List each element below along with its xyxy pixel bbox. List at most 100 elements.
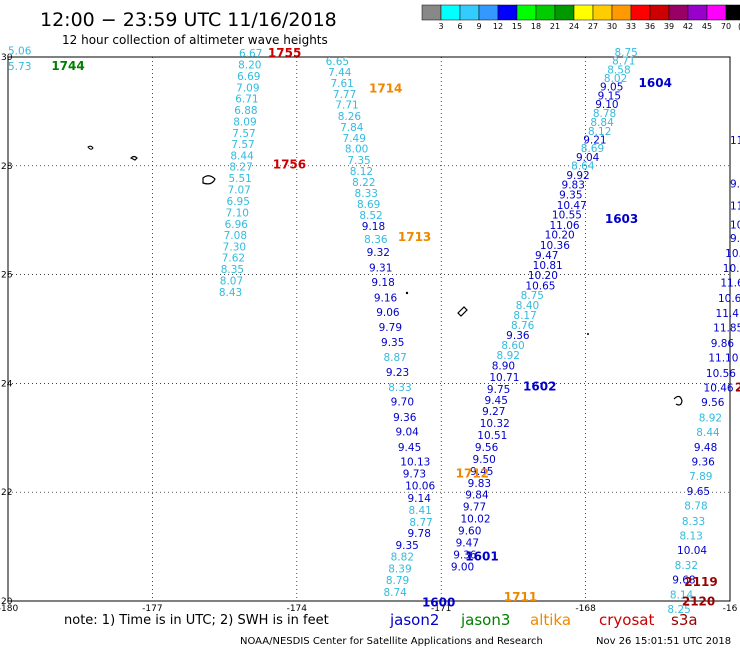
- wave-height-value: 8.69: [357, 199, 380, 211]
- pass-time-label: 1601: [465, 550, 498, 564]
- wave-height-value: 9.05: [600, 82, 623, 94]
- wave-height-value: 9.78: [408, 528, 431, 540]
- wave-height-value: 9.04: [395, 427, 419, 439]
- pass-time-label: 1744: [51, 59, 84, 73]
- wave-height-value: 8.17: [513, 310, 536, 322]
- wave-height-value: 11.06: [550, 220, 580, 232]
- map-subtitle: 12 hour collection of altimeter wave hei…: [62, 33, 328, 47]
- wave-height-value: 8.84: [590, 117, 614, 129]
- latitude-tick-label: 28: [1, 162, 13, 172]
- colorbar-tick-label: 70: [721, 22, 731, 31]
- colorbar-tick-label: 12: [493, 22, 503, 31]
- map-title: 12:00 − 23:59 UTC 11/16/2018: [40, 9, 337, 31]
- wave-height-value: 8.26: [338, 111, 362, 123]
- colorbar-tick-label: 42: [683, 22, 693, 31]
- colorbar-tick-label: 36: [645, 22, 655, 31]
- wave-height-value: 8.25: [667, 604, 690, 616]
- wave-height-value: 8.39: [388, 564, 411, 576]
- wave-height-value: 8.58: [607, 64, 630, 76]
- footer-note: note: 1) Time is in UTC; 2) SWH is in fe…: [64, 613, 329, 628]
- wave-height-value: 9.60: [458, 526, 481, 538]
- colorbar-swatch: [668, 4, 689, 21]
- colorbar-swatch: [535, 4, 556, 21]
- wave-height-value: 6.88: [234, 105, 257, 117]
- wave-height-value: 9.36: [691, 457, 715, 469]
- wave-height-value: 11.85: [713, 323, 740, 335]
- longitude-tick-label: -168: [575, 604, 596, 614]
- colorbar-tick-label: 45: [702, 22, 712, 31]
- wave-height-value: 7.84: [340, 122, 364, 134]
- colorbar-swatch: [573, 4, 594, 21]
- wave-height-value: 10.65: [525, 280, 555, 292]
- wave-height-value: 9.47: [456, 538, 479, 550]
- colorbar-swatch: [649, 4, 670, 21]
- pass-time-label: 1604: [639, 76, 672, 90]
- wave-height-value: 8.74: [383, 587, 407, 599]
- wave-height-value: 7.10: [226, 207, 249, 219]
- colorbar-tick-label: 18: [531, 22, 541, 31]
- wave-height-value: 9.75: [487, 384, 510, 396]
- wave-height-value: 9.50: [472, 454, 495, 466]
- pass-time-labels: 1744 1755 1714 1756 1604 1603 1713 1602 1712 1601…: [51, 46, 740, 609]
- wave-height-value: 8.35: [221, 264, 244, 276]
- islands: [87, 145, 683, 406]
- colorbar-tick-label: 9: [476, 22, 481, 31]
- wave-height-value: 8.22: [352, 177, 375, 189]
- wave-height-value: 7.49: [343, 133, 366, 145]
- wave-height-value: 10.06: [405, 480, 435, 492]
- wave-height-value: 11.41: [716, 308, 740, 320]
- colorbar-unit-label: (ft): [738, 22, 740, 31]
- wave-height-value: 10.02: [460, 514, 490, 526]
- wave-height-value: 9.35: [395, 540, 418, 552]
- longitude-tick-label: -174: [287, 604, 308, 614]
- wave-height-value: 9.36: [393, 412, 417, 424]
- latitude-tick-label: 20: [1, 597, 13, 607]
- wave-height-value: 9.23: [386, 367, 409, 379]
- pass-time-label: 1713: [398, 230, 431, 244]
- wave-height-value: 8.07: [220, 275, 243, 287]
- wave-height-value: 10.4: [730, 219, 740, 231]
- colorbar-swatch: [459, 4, 480, 21]
- altimeter-tracks: 5.065.736.678.206.697.096.716.888.097.57…: [8, 45, 740, 616]
- wave-height-value: 7.09: [236, 82, 259, 94]
- wave-height-value: 7.71: [335, 100, 358, 112]
- pass-time-label: 2120: [682, 594, 715, 608]
- wave-height-value: 6.69: [237, 71, 260, 83]
- wave-height-value: 9.83: [468, 478, 491, 490]
- pass-time-label: 1602: [523, 379, 556, 393]
- wave-height-value: 10.46: [704, 383, 734, 395]
- map-frame: [7, 56, 731, 602]
- wave-height-value: 11.10: [708, 353, 738, 365]
- wave-height-value: 11: [730, 135, 740, 147]
- wave-height-value: 8.00: [345, 144, 368, 156]
- latitude-tick-label: 30: [1, 53, 13, 63]
- pass-time-label: 1600: [422, 595, 455, 609]
- wave-height-value: 9.: [730, 179, 740, 191]
- wave-height-value: 10.51: [477, 430, 507, 442]
- wave-height-value: 8.33: [682, 516, 705, 528]
- wave-height-value: 10.32: [480, 418, 510, 430]
- colorbar-tick-label: 24: [569, 22, 579, 31]
- wave-height-value: 9.06: [376, 307, 400, 319]
- wave-height-value: 9.77: [463, 502, 486, 514]
- wave-height-value: 10.20: [528, 270, 558, 282]
- wave-height-value: 7.57: [232, 128, 255, 140]
- wave-height-value: 8.40: [516, 300, 539, 312]
- wave-height-value: 9.04: [576, 152, 600, 164]
- longitude-tick-label: -177: [142, 604, 162, 614]
- wave-height-value: 8.64: [571, 161, 595, 173]
- wave-height-value: 7.89: [689, 471, 712, 483]
- wave-height-value: 8.82: [391, 552, 414, 564]
- wave-height-value: 8.09: [233, 117, 256, 129]
- wave-height-value: 9.73: [403, 469, 426, 481]
- wave-height-value: 9.10: [595, 99, 618, 111]
- wave-height-value: 11.: [730, 200, 740, 212]
- latitude-tick-label: 26: [1, 271, 13, 281]
- pass-time-label: 1756: [273, 158, 306, 172]
- wave-height-value: 10.20: [545, 230, 575, 242]
- colorbar-tick-label: 21: [550, 22, 560, 31]
- colorbar-tick-label: 39: [664, 22, 674, 31]
- wave-height-value: 9.00: [451, 562, 474, 574]
- pass-time-label: 1711: [504, 590, 537, 604]
- wave-height-value: 9.86: [730, 233, 740, 245]
